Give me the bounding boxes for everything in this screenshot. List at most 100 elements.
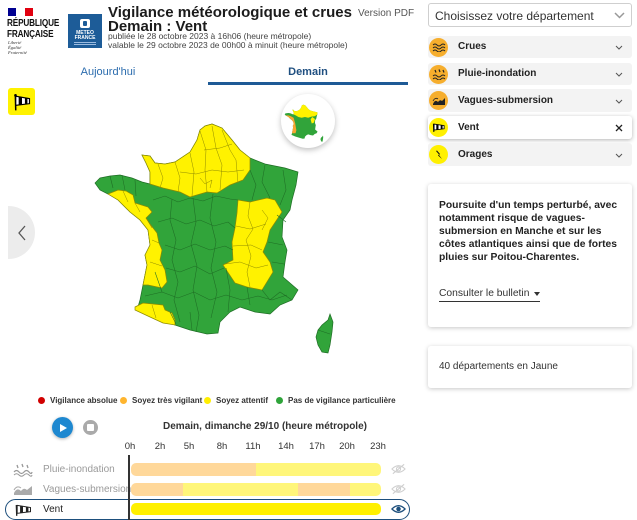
accordion-label: Orages (458, 148, 493, 160)
timeline-row-label[interactable]: Vent (43, 504, 64, 515)
legend-dot-green-icon (276, 396, 283, 404)
timeline-segment (297, 483, 350, 496)
legend-label: Soyez très vigilant (132, 395, 203, 405)
eye-icon[interactable] (391, 503, 406, 515)
department-select-placeholder: Choisissez votre département (435, 9, 594, 23)
previous-phenomenon-button[interactable] (8, 206, 35, 259)
page-title: Vigilance météorologique et crues (108, 4, 352, 21)
timeline-segment (131, 463, 256, 476)
republique-flag (8, 8, 33, 16)
map-zone-north-yellow (141, 123, 251, 198)
accordion-crues[interactable]: Crues (428, 36, 632, 58)
eye-slash-icon[interactable] (391, 463, 406, 475)
play-icon (59, 423, 67, 432)
eye-slash-icon[interactable] (391, 483, 406, 495)
timeline-segment (131, 483, 184, 496)
waves-submersion-icon (429, 91, 448, 110)
close-icon[interactable] (615, 124, 623, 132)
lightning-icon (429, 145, 448, 164)
tab-today[interactable]: Aujourd'hui (80, 66, 136, 78)
accordion-label: Vent (458, 121, 480, 133)
hour-label: 20h (339, 441, 355, 452)
consult-bulletin-link[interactable]: Consulter le bulletin (439, 288, 541, 302)
chevron-down-icon (615, 45, 623, 50)
timeline-segment (131, 503, 381, 515)
waves-submersion-icon (13, 486, 32, 495)
hour-label: 17h (309, 441, 325, 452)
crues-icon (429, 37, 448, 57)
legend-dot-orange-icon (120, 396, 127, 404)
meteo-logo-text2: FRANCE (74, 35, 96, 41)
legend-yellow: Soyez attentif (204, 394, 268, 406)
mini-map-thumbnail (284, 104, 324, 142)
timeline-row-label[interactable]: Vagues-submersion (43, 484, 132, 495)
phenomenon-tile (8, 88, 35, 115)
stop-button[interactable] (83, 420, 98, 435)
chevron-down-icon (615, 72, 623, 77)
chevron-down-icon (614, 12, 625, 19)
legend-label: Soyez attentif (216, 395, 269, 405)
accordion-label: Crues (458, 41, 487, 52)
accordion-pluie-inondation[interactable]: Pluie-inondation (428, 63, 632, 85)
windsock-icon (13, 93, 30, 110)
chevron-down-icon (615, 99, 623, 104)
accordion-orages[interactable]: Orages (428, 143, 632, 166)
hour-label: 14h (278, 441, 294, 452)
hour-label: 5h (183, 441, 195, 452)
today-mini-map-button[interactable] (281, 94, 335, 148)
france-vigilance-map[interactable] (80, 110, 350, 370)
timeline-segment (349, 483, 381, 496)
timeline-day-label: Demain, dimanche 29/10 (heure métropole) (163, 421, 367, 432)
timeline-bar-vagues-submersion (131, 483, 381, 496)
caret-down-icon (534, 291, 541, 296)
motto-liberte: Liberté (8, 40, 22, 45)
accordion-label: Vagues-submersion (458, 94, 554, 106)
legend-label: Vigilance absolue (50, 395, 118, 405)
page-subtitle: Demain : Vent (108, 18, 208, 35)
timeline-segment (183, 483, 298, 496)
bulletin-card: Poursuite d'un temps perturbé, avec nota… (428, 184, 632, 327)
pdf-version-link[interactable]: Version PDF (358, 8, 415, 19)
chevron-down-icon (615, 153, 623, 158)
legend-label: Pas de vigilance particulière (288, 395, 396, 405)
bulletin-summary: Poursuite d'un temps perturbé, avec nota… (439, 200, 618, 263)
published-date: publiée le 28 octobre 2023 à 16h06 (heur… (108, 31, 312, 41)
stop-icon (87, 424, 94, 431)
department-borders-green (109, 164, 331, 335)
motto-fraternite: Fraternité (8, 50, 27, 55)
play-button[interactable] (52, 417, 73, 438)
meteo-france-logo[interactable]: METEO FRANCE (68, 14, 102, 48)
legend-dot-red-icon (38, 396, 45, 404)
republique-text-line2: FRANÇAISE (7, 28, 54, 40)
republique-text-line1: RÉPUBLIQUE (7, 17, 60, 29)
tab-tomorrow[interactable]: Demain (288, 66, 328, 78)
timeline-bar-pluie-inondation (131, 463, 381, 476)
map-zone-west-yellow (107, 189, 168, 289)
hour-label: 0h (124, 441, 136, 452)
accordion-vagues-submersion[interactable]: Vagues-submersion (428, 89, 632, 112)
consult-bulletin-label: Consulter le bulletin (439, 288, 530, 299)
hour-label: 8h (216, 441, 228, 452)
meteo-logo-text1: METEO (76, 30, 94, 36)
windsock-icon (15, 504, 32, 516)
legend-dot-yellow-icon (204, 396, 211, 404)
yellow-department-count: 40 départements en Jaune (439, 361, 558, 372)
hour-label: 23h (370, 441, 386, 452)
accordion-label: Pluie-inondation (458, 68, 537, 79)
legend-green: Pas de vigilance particulière (276, 394, 396, 406)
department-count-card: 40 départements en Jaune (428, 346, 632, 388)
accordion-vent[interactable]: Vent (428, 116, 632, 139)
active-tab-indicator (208, 82, 408, 85)
chevron-left-icon (17, 225, 25, 240)
department-select[interactable]: Choisissez votre département (428, 3, 632, 27)
rain-flood-icon (13, 463, 33, 477)
map-zone-east-yellow (222, 197, 283, 291)
rain-flood-icon (429, 64, 448, 84)
windsock-icon (429, 118, 448, 137)
map-corsica (315, 312, 334, 354)
timeline-cursor[interactable] (128, 455, 130, 520)
timeline-row-label[interactable]: Pluie-inondation (43, 464, 115, 475)
meteo-france-mark-icon (80, 19, 90, 28)
legend-orange: Soyez très vigilant (120, 394, 202, 406)
timeline-segment (256, 463, 381, 476)
